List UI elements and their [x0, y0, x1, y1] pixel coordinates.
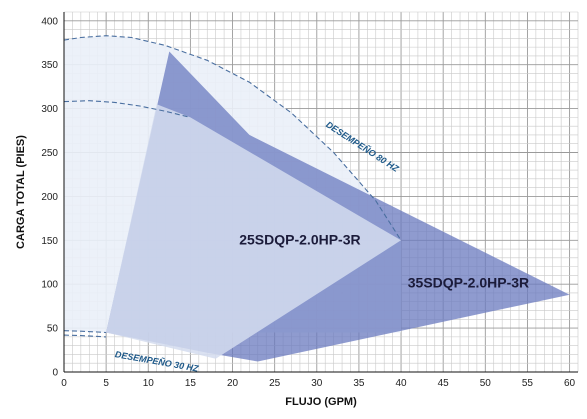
x-tick-label: 30	[311, 378, 323, 389]
x-tick-label: 10	[143, 378, 155, 389]
y-tick-label: 350	[41, 60, 58, 71]
region-label: 25SDQP-2.0HP-3R	[239, 232, 360, 248]
x-tick-label: 55	[522, 378, 534, 389]
x-tick-label: 0	[61, 378, 67, 389]
x-axis-title: FLUJO (GPM)	[285, 396, 357, 408]
y-tick-label: 200	[41, 192, 58, 203]
x-tick-label: 5	[103, 378, 109, 389]
performance-curve-2	[63, 330, 107, 334]
y-tick-label: 150	[41, 236, 58, 247]
x-tick-label: 25	[269, 378, 281, 389]
x-tick-label: 45	[438, 378, 450, 389]
x-tick-label: 20	[227, 378, 239, 389]
performance-curves	[63, 35, 402, 338]
x-tick-label: 60	[564, 378, 576, 389]
x-tick-label: 40	[395, 378, 407, 389]
x-tick-label: 35	[353, 378, 365, 389]
y-tick-label: 0	[52, 368, 58, 379]
region-1	[106, 104, 401, 359]
performance-curve-3	[63, 334, 107, 338]
x-tick-label: 15	[185, 378, 197, 389]
y-tick-label: 300	[41, 104, 58, 115]
y-tick-label: 100	[41, 280, 58, 291]
performance-curve-1	[63, 100, 191, 118]
y-tick-label: 400	[41, 16, 58, 27]
y-tick-label: 50	[47, 324, 59, 335]
y-axis-title: CARGA TOTAL (PIES)	[15, 135, 27, 249]
region-label: 35SDQP-2.0HP-3R	[408, 275, 529, 291]
axes: 0 5 10 15 20 25 30 35 40 45 50 55 60 0 50 100 150 200 250 3…	[41, 12, 578, 389]
performance-curve-0	[63, 35, 402, 241]
y-tick-label: 250	[41, 148, 58, 159]
x-tick-label: 50	[480, 378, 492, 389]
regions	[106, 51, 570, 362]
